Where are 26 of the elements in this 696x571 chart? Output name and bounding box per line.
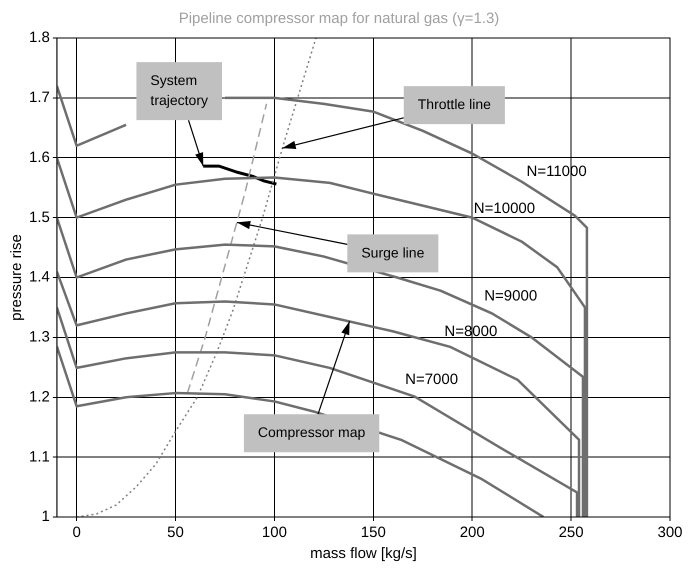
annotation: N=7000 [405,370,458,388]
x-tick-label: 100 [262,524,287,542]
y-tick-label: 1.8 [28,29,50,46]
x-tick-label: 0 [72,524,81,542]
y-tick-label: 1.2 [28,388,50,406]
y-tick-label: 1.3 [28,328,50,346]
y-tick-label: 1.1 [28,448,50,466]
y-axis-title: pressure rise [8,234,26,321]
annotation: System trajectory [150,72,208,108]
annotation: Compressor map [258,424,366,440]
y-tick-label: 1 [42,508,50,526]
x-tick-label: 250 [558,524,584,542]
y-tick-label: 1.6 [28,148,50,166]
annotation: N=10000 [474,200,536,217]
y-tick-label: 1.5 [28,208,50,226]
annotation: Throttle line [418,96,492,112]
x-axis-title: mass flow [kg/s] [310,545,417,562]
chart-title: Pipeline compressor map for natural gas (γ=1.3) [178,10,500,28]
x-tick-label: 300 [657,524,683,542]
annotation: Surge line [361,244,425,260]
x-tick-label: 50 [167,524,184,542]
y-tick-label: 1.4 [28,268,50,286]
y-tick-label: 1.7 [28,89,50,106]
x-tick-label: 200 [460,524,485,542]
annotation: N=9000 [484,287,538,304]
x-tick-label: 150 [360,524,386,542]
